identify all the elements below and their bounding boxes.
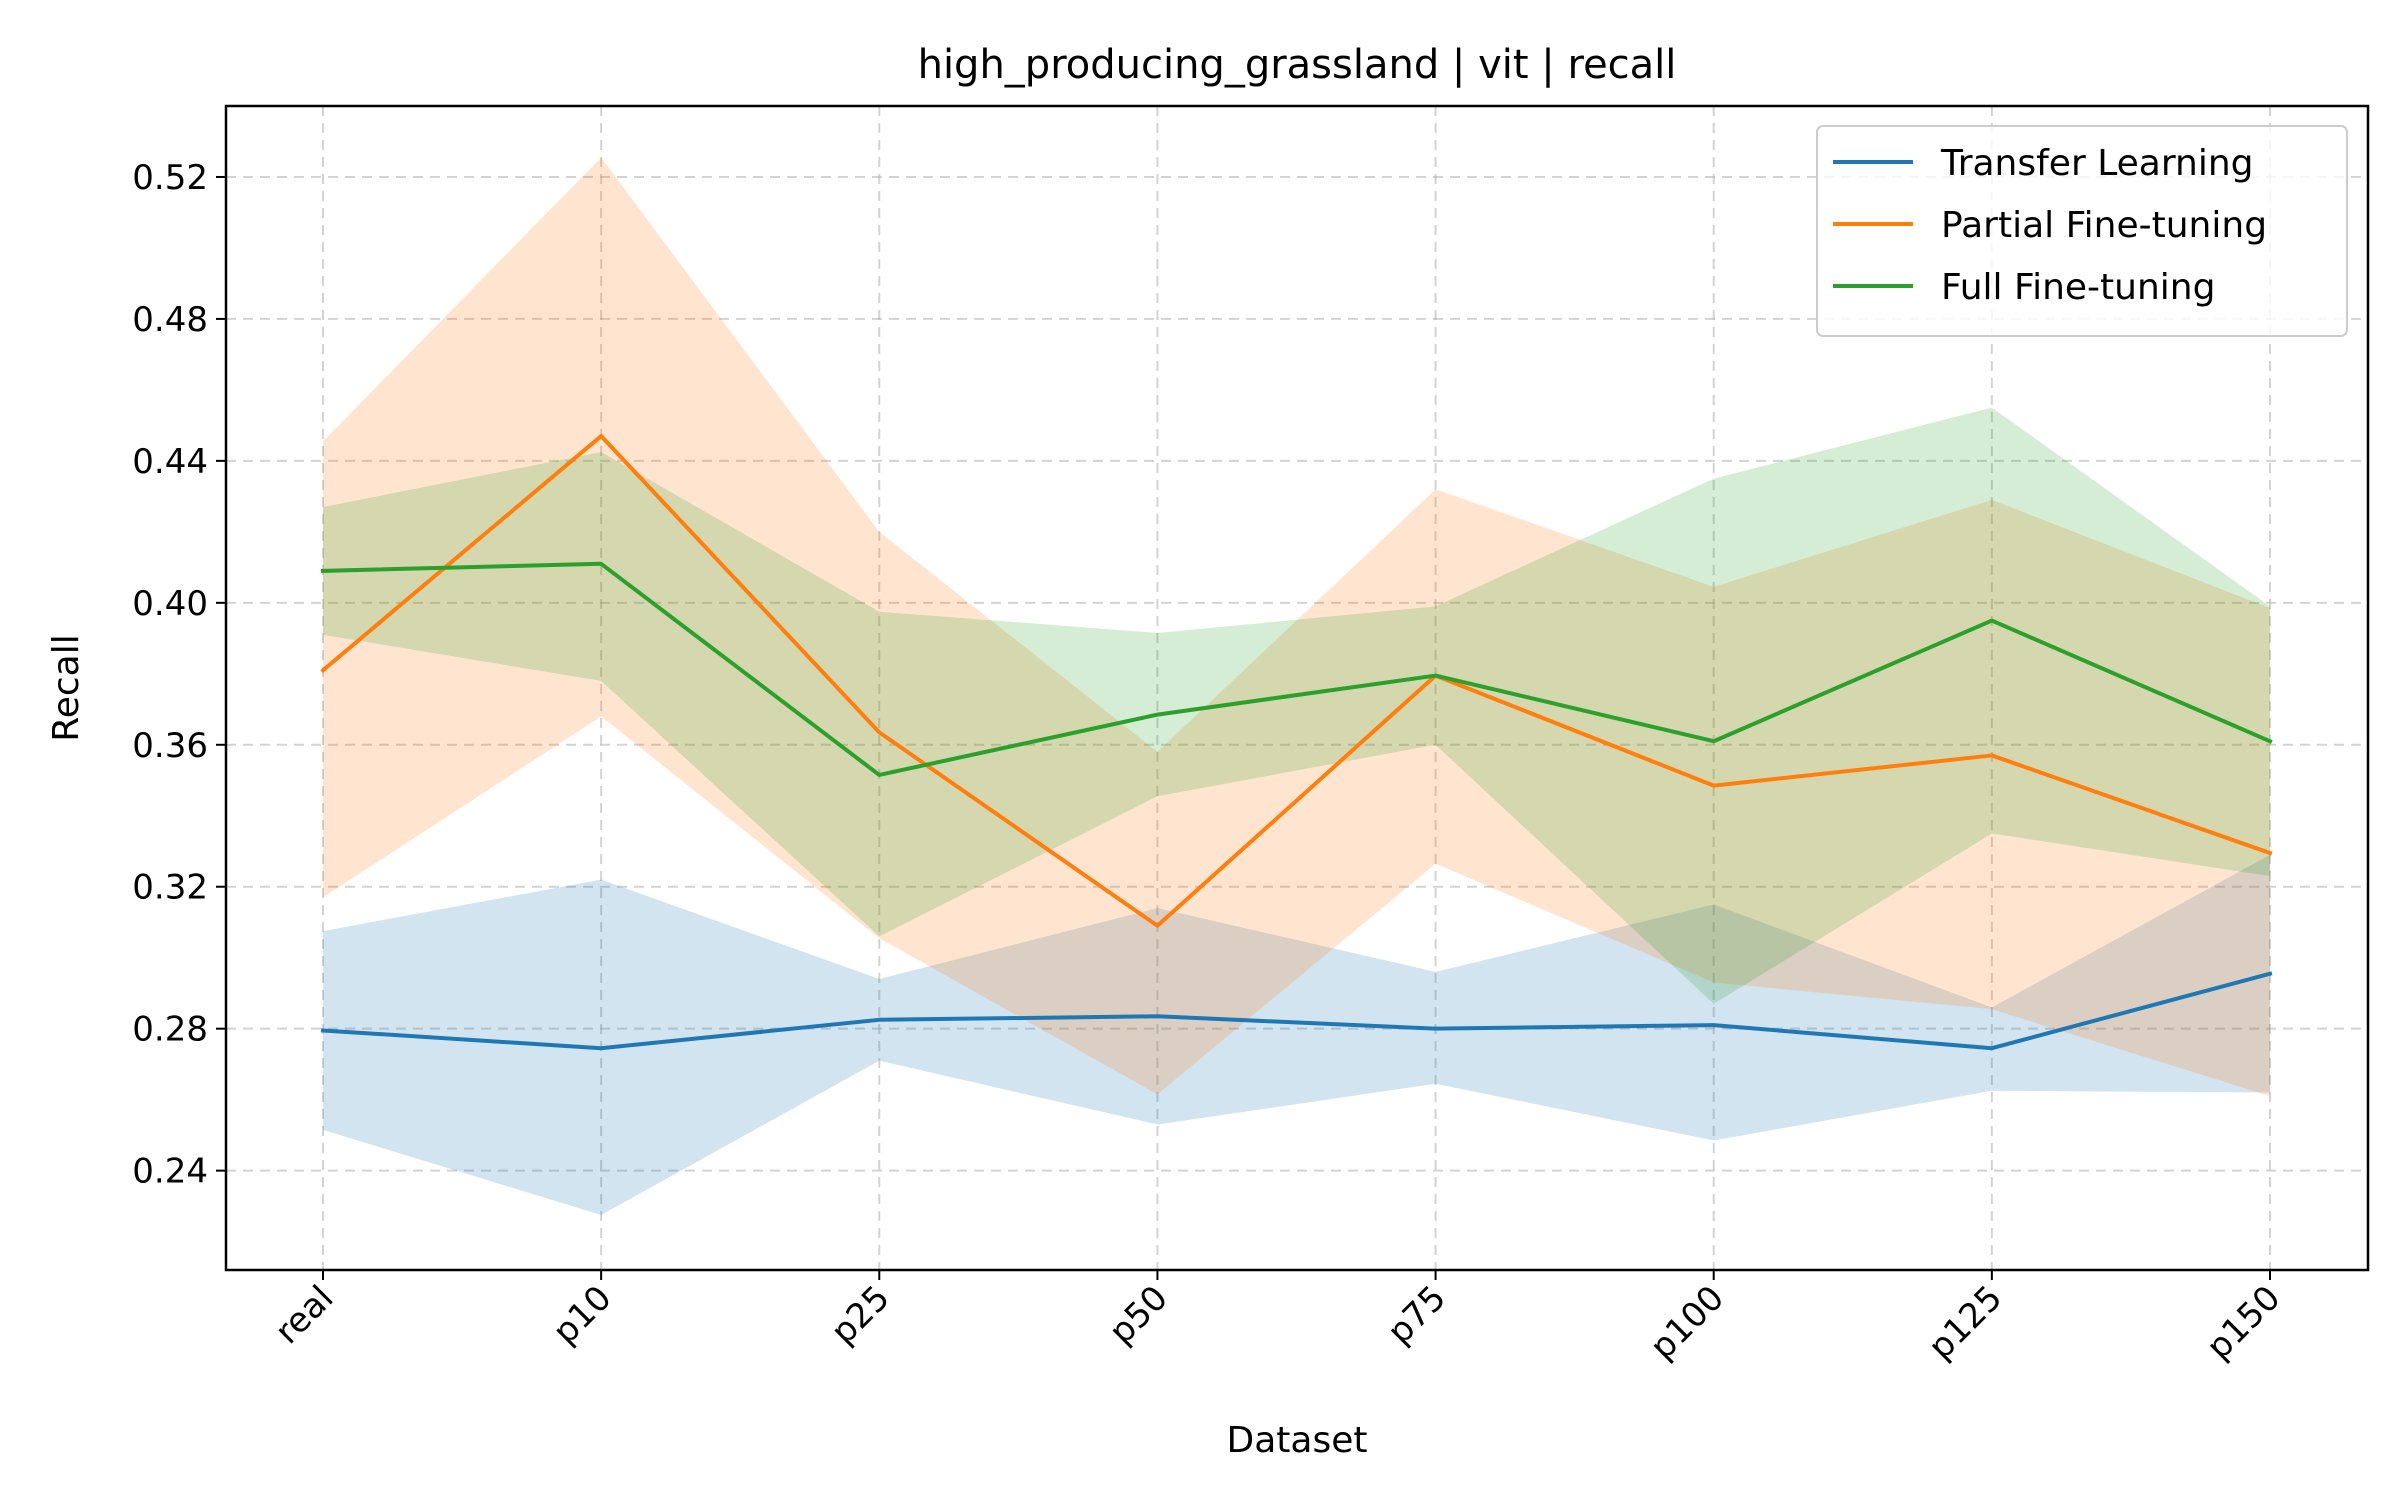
chart-title: high_producing_grassland | vit | recall [918,42,1677,88]
x-tick-label: p150 [2199,1278,2288,1367]
y-tick-label: 0.48 [132,300,208,340]
x-tick-label: p10 [545,1278,619,1352]
x-tick-label: p50 [1102,1278,1176,1352]
x-tick-label: real [268,1278,342,1352]
y-tick-label: 0.24 [132,1152,208,1192]
legend-label: Full Fine-tuning [1941,267,2215,308]
x-tick-label: p100 [1643,1278,1732,1367]
x-tick-label: p125 [1921,1278,2010,1367]
confidence-bands [323,157,2270,1215]
y-tick-label: 0.52 [132,158,208,198]
y-tick-label: 0.28 [132,1010,208,1050]
confidence-band [323,854,2270,1215]
x-tick-label: p25 [824,1278,898,1352]
y-tick-label: 0.40 [132,584,208,624]
grid-layer [226,106,2368,1270]
y-tick-label: 0.36 [132,726,208,766]
x-tick-label: p75 [1380,1278,1454,1352]
legend: Transfer Learning Partial Fine-tuning Full… [1816,125,2348,337]
legend-label: Transfer Learning [1940,143,2254,184]
y-axis: 0.24 0.28 0.32 0.36 0.40 0.44 0.48 0.52 [132,158,226,1192]
x-axis: real p10 p25 p50 p75 p100 p125 p150 [268,1270,2288,1368]
series-line [320,971,2273,1051]
series-lines [320,434,2273,1051]
x-axis-label: Dataset [1227,1420,1368,1461]
series-line [320,561,2273,777]
y-tick-label: 0.32 [132,868,208,908]
y-tick-label: 0.44 [132,442,208,482]
confidence-band [323,157,2270,1097]
confidence-band [323,407,2270,1004]
legend-box [1816,125,2348,337]
legend-label: Partial Fine-tuning [1941,205,2267,246]
y-axis-label: Recall [46,634,87,741]
plot-frame [224,104,2370,1272]
series-line [320,434,2273,928]
